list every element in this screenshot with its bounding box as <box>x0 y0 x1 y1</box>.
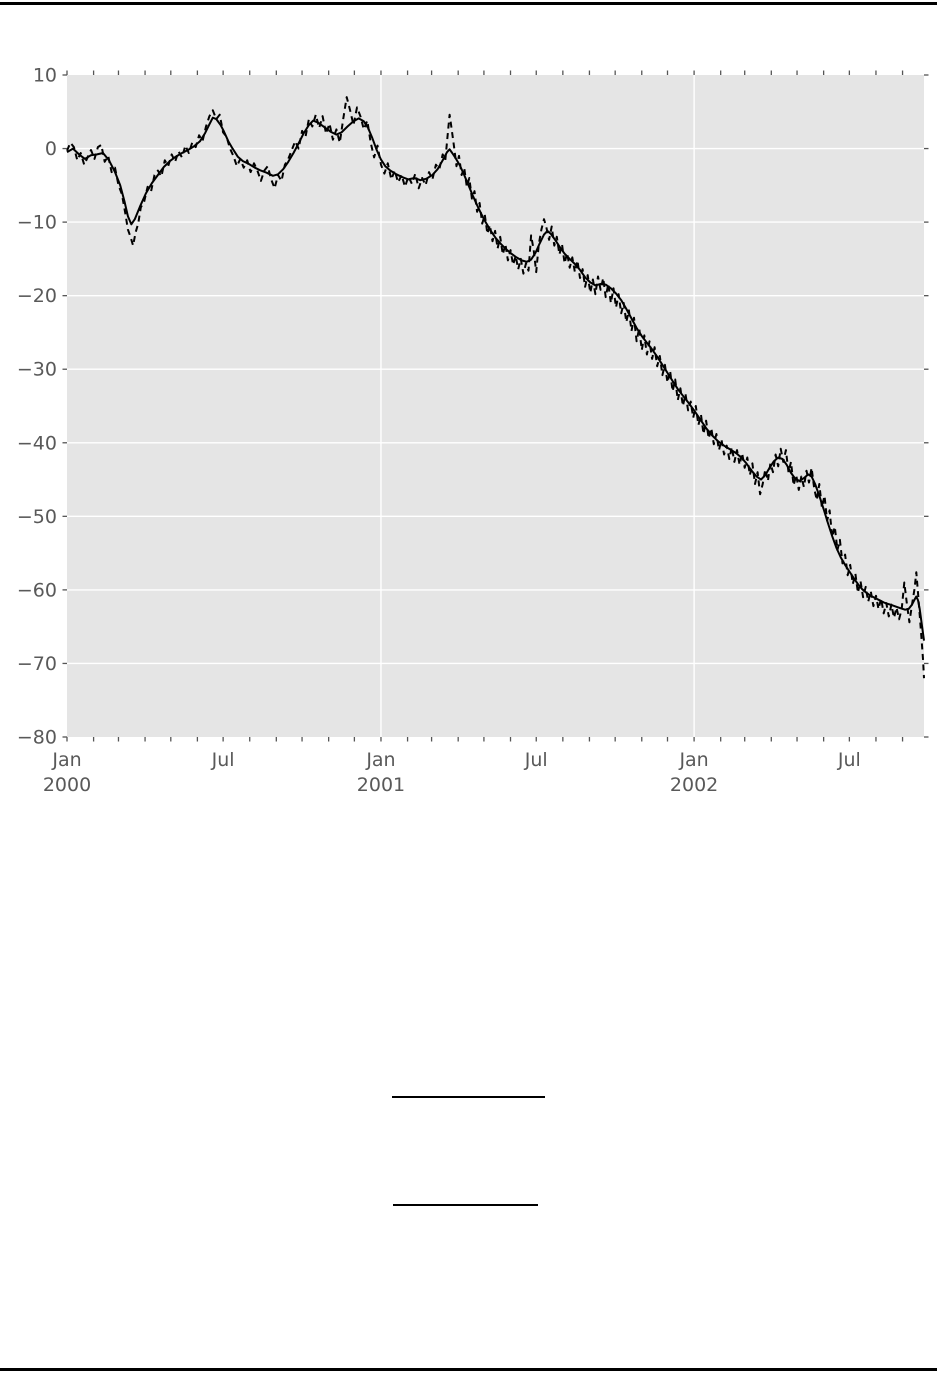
x-tick-label-year: 2002 <box>670 774 718 796</box>
series-daily-cumulative-sum <box>66 96 925 679</box>
horizontal-rule-top <box>0 2 937 5</box>
y-tick-label: 10 <box>33 65 57 87</box>
horizontal-rule-middle-1 <box>392 1096 545 1098</box>
x-tick-label-year: 2000 <box>43 774 91 796</box>
y-tick-label: −80 <box>17 727 57 749</box>
y-tick-label: −50 <box>17 506 57 528</box>
x-tick-label-month: Jan <box>51 749 81 771</box>
x-tick-label-month: Jul <box>211 749 235 771</box>
cumsum-chart: 10 0 −10 −20 −30 −40 −50 −60 −70 −80 Jan 2000 Jul Jan… <box>17 65 929 796</box>
y-tick-label: −60 <box>17 579 57 601</box>
x-tick-label-month: Jul <box>837 749 861 771</box>
x-tick-label-month: Jan <box>678 749 708 771</box>
horizontal-rule-middle-2 <box>393 1204 538 1206</box>
x-tick-label-month: Jul <box>524 749 548 771</box>
series-moving-average <box>66 116 925 641</box>
x-tick-label-year: 2001 <box>357 774 405 796</box>
x-tick-label-month: Jan <box>365 749 395 771</box>
y-tick-label: −20 <box>17 285 57 307</box>
y-tick-label: −40 <box>17 432 57 454</box>
y-tick-label: 0 <box>45 138 57 160</box>
plot-background <box>67 75 924 737</box>
horizontal-rule-bottom <box>0 1368 937 1371</box>
y-tick-label: −70 <box>17 653 57 675</box>
y-tick-label: −10 <box>17 212 57 234</box>
y-tick-label: −30 <box>17 359 57 381</box>
